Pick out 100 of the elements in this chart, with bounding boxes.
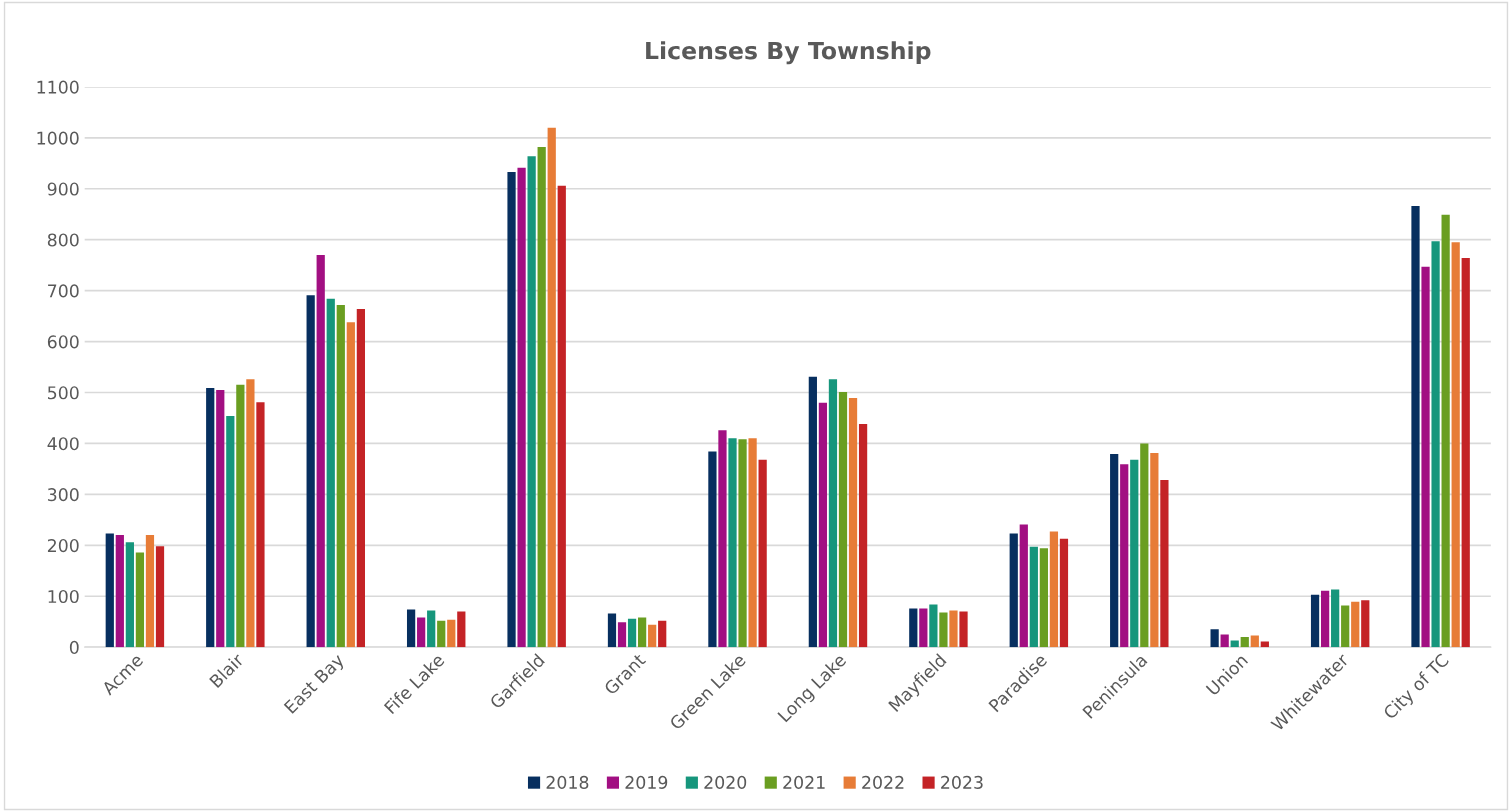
bar: [919, 608, 928, 648]
bar: [607, 613, 617, 648]
bar: [1019, 524, 1028, 648]
bar: [125, 542, 134, 648]
bar: [447, 619, 456, 648]
bar: [838, 391, 848, 648]
bar: [547, 127, 556, 648]
bar: [115, 535, 124, 648]
bar: [517, 167, 526, 648]
bar: [1411, 206, 1420, 648]
bar: [1110, 454, 1119, 648]
y-tick-label: 300: [48, 488, 79, 502]
bar: [256, 402, 265, 648]
bar: [557, 185, 566, 648]
bar: [738, 439, 747, 648]
bar: [1441, 214, 1450, 648]
bar: [1461, 258, 1470, 648]
bar: [206, 387, 215, 648]
bar: [1351, 601, 1360, 648]
bar: [758, 459, 767, 648]
y-tick-label: 100: [48, 589, 79, 604]
bar: [155, 546, 165, 648]
bar: [959, 611, 968, 648]
legend-label: 2021: [783, 775, 825, 789]
bar: [1039, 548, 1048, 648]
bar: [226, 415, 235, 648]
bar: [638, 617, 647, 648]
bar: [507, 171, 516, 648]
bar: [808, 376, 817, 648]
bar: [145, 535, 155, 648]
bar: [336, 304, 345, 648]
bar: [1320, 590, 1330, 648]
bar: [1049, 531, 1059, 648]
bar: [326, 298, 335, 648]
bar: [135, 552, 145, 648]
bar: [748, 438, 757, 648]
bar: [728, 438, 737, 648]
bar: [828, 379, 838, 648]
legend-label: 2020: [704, 775, 747, 789]
y-tick-label: 800: [47, 233, 79, 247]
bar: [346, 322, 355, 648]
bar: [457, 611, 466, 648]
bar: [236, 384, 245, 648]
bar: [1210, 629, 1219, 648]
bar: [406, 609, 416, 648]
bar: [909, 608, 918, 648]
bar: [1451, 242, 1460, 648]
legend-label: 2023: [941, 775, 983, 789]
bar: [1341, 605, 1350, 648]
chart-title: Licenses By Township: [646, 41, 931, 65]
bar: [306, 295, 315, 648]
bar: [648, 624, 657, 648]
bar: [1160, 480, 1169, 648]
bar: [718, 430, 727, 648]
bar: [1029, 546, 1038, 648]
y-tick-label: 600: [47, 335, 79, 349]
bar: [437, 620, 446, 648]
bar: [1240, 636, 1249, 648]
bar: [316, 254, 325, 648]
bar: [1150, 453, 1159, 648]
bar: [427, 610, 436, 648]
bar: [708, 451, 717, 648]
bar: [1431, 241, 1440, 648]
bar: [929, 604, 938, 648]
bar: [848, 398, 858, 648]
y-tick-label: 500: [48, 386, 79, 400]
bar: [356, 308, 365, 648]
bar: [627, 618, 637, 648]
legend-label: 2022: [862, 775, 904, 789]
bar: [1310, 594, 1320, 648]
bar: [949, 610, 958, 648]
bar: [1421, 266, 1430, 648]
bar: [1140, 443, 1149, 648]
bar: [1361, 600, 1370, 648]
bar: [1059, 538, 1069, 648]
y-tick-label: 0: [69, 640, 79, 655]
legend-label: 2018: [546, 775, 589, 789]
y-tick-label: 900: [47, 182, 79, 196]
bar: [1120, 464, 1129, 648]
bar: [858, 424, 868, 648]
x-tick-label: City of TC: [1382, 652, 1452, 723]
y-tick-label: 1000: [37, 131, 79, 145]
bar: [939, 612, 948, 648]
bar: [246, 379, 255, 648]
bar: [1009, 533, 1018, 648]
bar: [617, 622, 627, 648]
bar: [417, 617, 426, 648]
bar: [1220, 634, 1229, 648]
y-tick-label: 700: [48, 284, 79, 298]
y-tick-label: 200: [47, 539, 79, 553]
legend-label: 2019: [625, 775, 668, 789]
bar: [1250, 635, 1259, 648]
bar: [1130, 459, 1139, 648]
bar: [527, 156, 536, 648]
bar: [216, 389, 225, 648]
bar: [105, 533, 114, 648]
bar: [537, 146, 546, 648]
y-tick-label: 1100: [37, 80, 79, 94]
bar: [818, 402, 828, 648]
y-tick-label: 400: [47, 437, 79, 451]
